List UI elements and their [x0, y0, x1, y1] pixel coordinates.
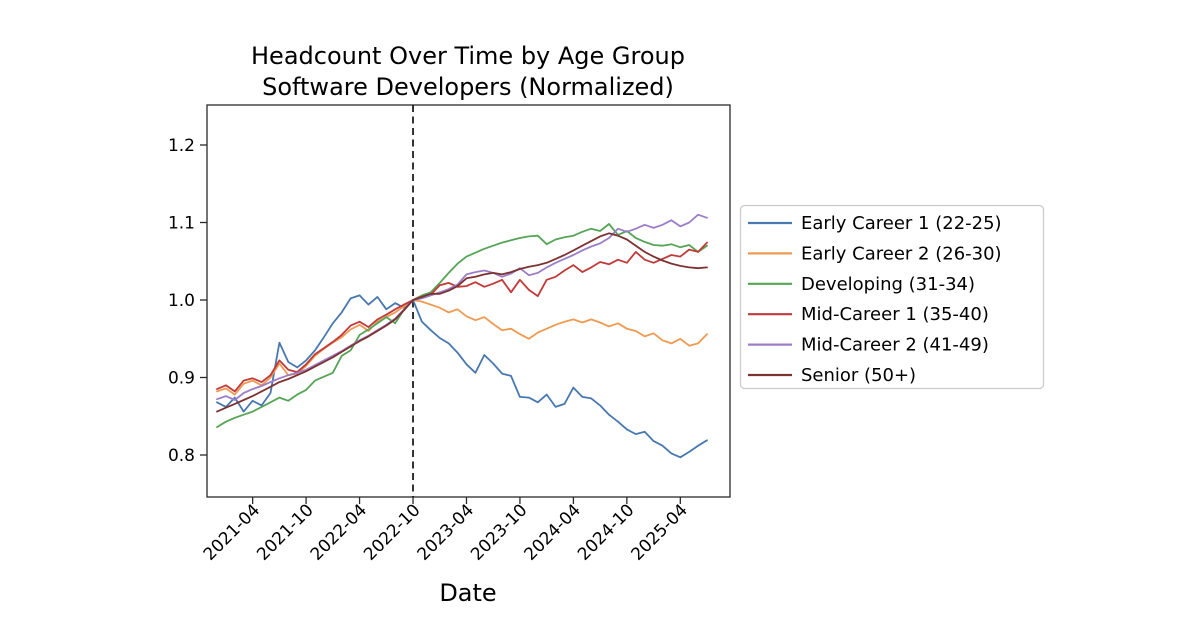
x-tick-label: 2024-10: [574, 500, 638, 564]
series-line: [216, 241, 708, 393]
legend-item: Mid-Career 2 (41-49): [748, 335, 989, 356]
x-tick-label: 2024-04: [521, 500, 585, 564]
x-tick-label: 2022-04: [307, 500, 371, 564]
legend-item: Mid-Career 1 (35-40): [748, 304, 989, 325]
legend-label: Mid-Career 1 (35-40): [801, 304, 989, 325]
x-tick-label: 2021-04: [200, 500, 264, 564]
series-line: [216, 299, 708, 396]
chart-title-line-2: Software Developers (Normalized): [262, 73, 674, 101]
series-line: [216, 294, 708, 459]
x-tick-label: 2022-10: [360, 500, 424, 564]
legend-item: Senior (50+): [748, 365, 916, 386]
legend-frame: [739, 204, 1045, 390]
series-line: [216, 213, 708, 401]
legend-item: Early Career 1 (22-25): [748, 213, 1002, 234]
legend-label: Early Career 1 (22-25): [801, 213, 1002, 234]
x-tick-label: 2023-04: [414, 500, 478, 564]
legend-label: Mid-Career 2 (41-49): [801, 335, 989, 356]
chart-title-line-1: Headcount Over Time by Age Group: [251, 42, 685, 70]
x-tick-label: 2023-10: [467, 500, 531, 564]
series-lines: [216, 213, 708, 459]
x-axis-label: Date: [439, 579, 496, 607]
legend-label: Early Career 2 (26-30): [801, 243, 1002, 264]
x-tick-label: 2025-04: [627, 500, 691, 564]
legend-label: Senior (50+): [801, 365, 916, 386]
legend-label: Developing (31-34): [801, 274, 975, 295]
legend-box: Early Career 1 (22-25) Early Career 2 (26…: [739, 204, 1045, 390]
y-tick-label: 1.1: [168, 214, 195, 234]
x-axis: 2021-042021-102022-042022-102023-042023-…: [200, 497, 692, 565]
series-line: [216, 232, 708, 413]
x-tick-label: 2021-10: [253, 500, 317, 564]
y-tick-label: 1.2: [168, 136, 195, 156]
plot-area-border: [206, 104, 731, 498]
plot-border: [206, 104, 731, 498]
y-axis: 0.8 0.9 1.0 1.1 1.2: [168, 136, 207, 466]
y-tick-label: 0.8: [168, 446, 195, 466]
legend-item: Developing (31-34): [748, 274, 975, 295]
legend-item: Early Career 2 (26-30): [748, 243, 1002, 264]
y-tick-label: 0.9: [168, 369, 195, 389]
y-tick-label: 1.0: [168, 291, 195, 311]
